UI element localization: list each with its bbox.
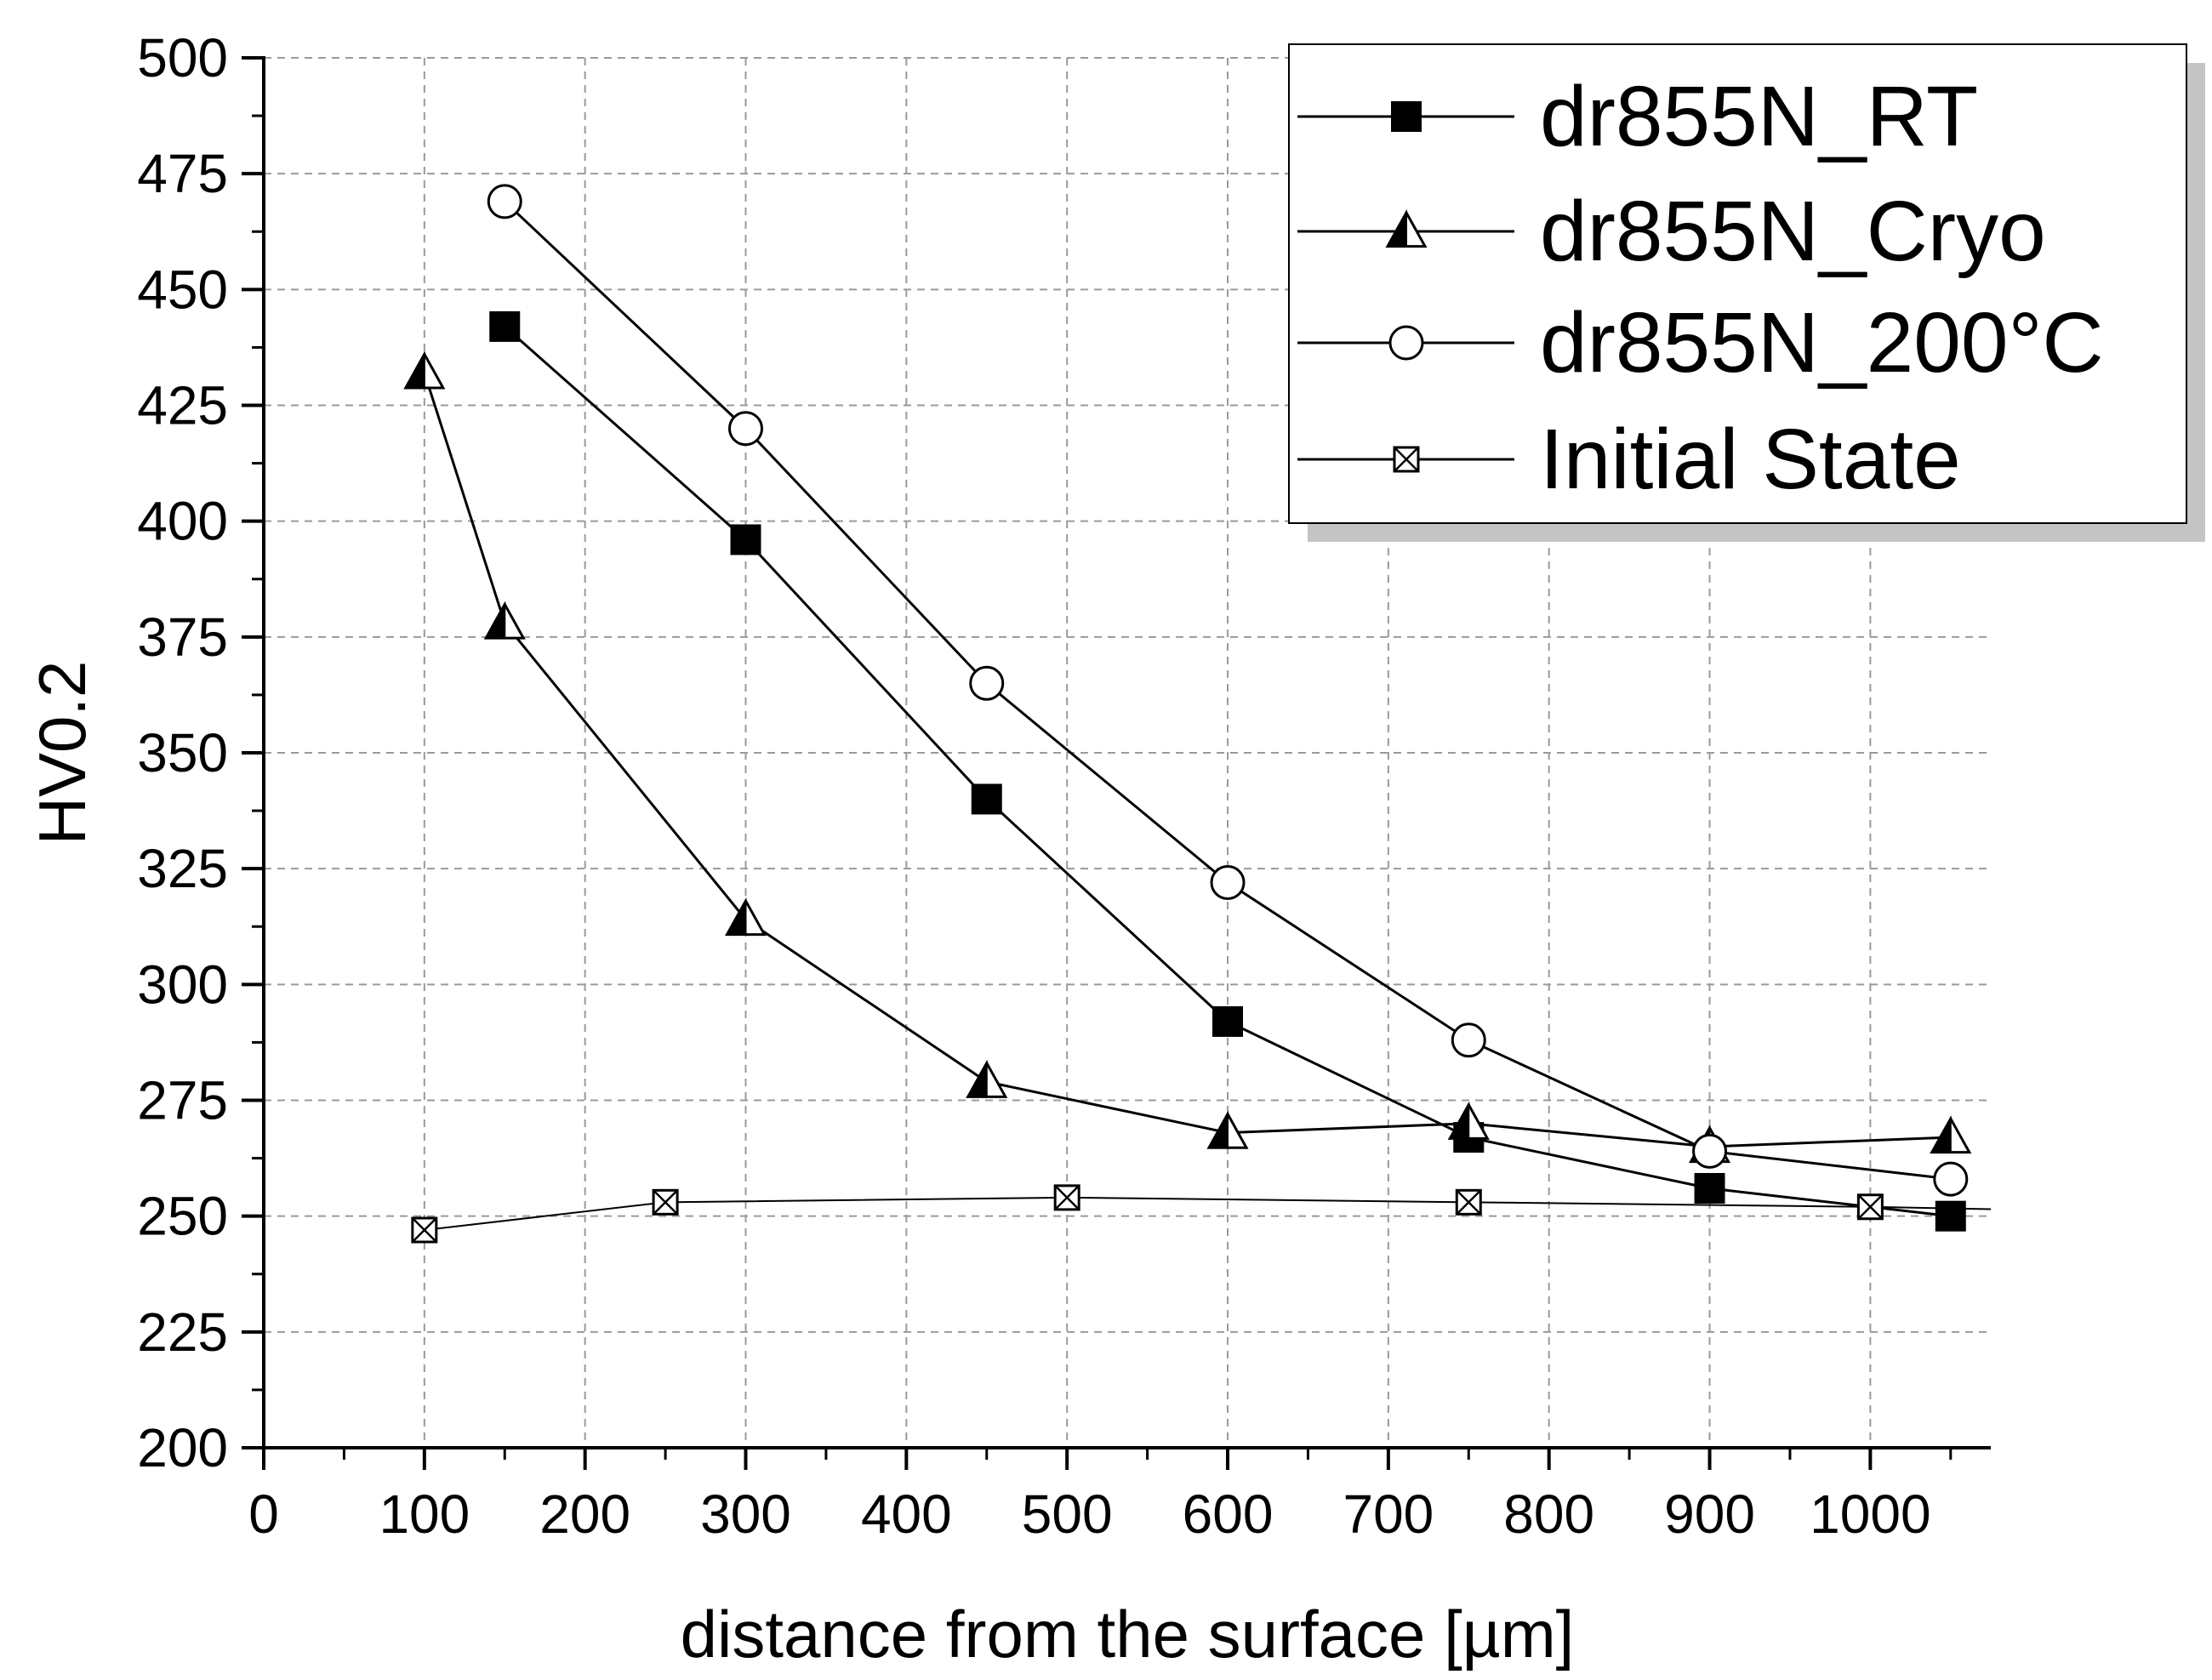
marker-cross bbox=[1394, 447, 1419, 472]
y-tick-label: 475 bbox=[137, 143, 228, 204]
legend-label: dr855N_Cryo bbox=[1540, 184, 2046, 279]
legend-label: Initial State bbox=[1540, 412, 1961, 507]
x-tick-label: 600 bbox=[1183, 1484, 1274, 1545]
x-tick-label: 200 bbox=[539, 1484, 630, 1545]
y-axis-label: HV0.2 bbox=[25, 661, 100, 846]
legend: dr855N_RT dr855N_Cryo dr855N_200°C Initial … bbox=[1288, 43, 2205, 542]
data-point bbox=[1933, 1161, 1969, 1197]
data-point bbox=[487, 184, 522, 219]
y-tick-label: 300 bbox=[137, 954, 228, 1015]
data-point bbox=[969, 665, 1005, 701]
legend-marker bbox=[1391, 101, 1422, 132]
x-tick-label: 1000 bbox=[1810, 1484, 1930, 1545]
x-tick-label: 0 bbox=[248, 1484, 279, 1545]
data-point bbox=[730, 524, 761, 555]
series-line bbox=[424, 1196, 1992, 1232]
data-point bbox=[728, 411, 764, 447]
marker-fill bbox=[1386, 209, 1407, 248]
y-tick-label: 250 bbox=[137, 1186, 228, 1247]
x-tick-label: 100 bbox=[379, 1484, 470, 1545]
legend-marker bbox=[1388, 325, 1424, 361]
x-tick-label: 400 bbox=[861, 1484, 952, 1545]
ticks: 0 100 200 300 400 500 600 700 800 900 1000 200 225 25… bbox=[137, 27, 1953, 1545]
marker-fill bbox=[404, 350, 425, 389]
y-tick-label: 400 bbox=[137, 491, 228, 552]
series-2 bbox=[487, 184, 1969, 1197]
data-point bbox=[1930, 1115, 1972, 1154]
marker-fill bbox=[1448, 1101, 1470, 1140]
marker-cross bbox=[411, 1217, 437, 1243]
series-0 bbox=[489, 310, 1966, 1232]
marker-cross bbox=[1054, 1184, 1080, 1210]
y-tick-label: 425 bbox=[137, 375, 228, 436]
marker-fill bbox=[1207, 1110, 1229, 1149]
marker-fill bbox=[484, 601, 506, 640]
y-tick-label: 500 bbox=[137, 27, 228, 88]
marker-fill bbox=[966, 1059, 988, 1098]
y-tick-label: 200 bbox=[137, 1417, 228, 1478]
data-point bbox=[483, 601, 526, 640]
data-point bbox=[1694, 1172, 1725, 1204]
data-point bbox=[1447, 1101, 1490, 1140]
data-point bbox=[1212, 1005, 1244, 1037]
series bbox=[403, 184, 1992, 1244]
marker-fill bbox=[1930, 1115, 1952, 1153]
data-point bbox=[1692, 1133, 1728, 1169]
legend-marker bbox=[1393, 446, 1420, 473]
y-tick-label: 350 bbox=[137, 722, 228, 783]
series-3 bbox=[411, 1184, 1992, 1244]
marker-cross bbox=[1857, 1193, 1884, 1220]
data-point bbox=[1455, 1188, 1482, 1216]
x-tick-label: 800 bbox=[1503, 1484, 1594, 1545]
data-point bbox=[1935, 1200, 1966, 1232]
y-tick-label: 275 bbox=[137, 1070, 228, 1131]
series-line bbox=[423, 372, 1951, 1148]
marker-cross bbox=[653, 1189, 678, 1216]
x-tick-label: 300 bbox=[700, 1484, 791, 1545]
data-point bbox=[1053, 1184, 1080, 1211]
data-point bbox=[652, 1188, 679, 1216]
x-tick-label: 700 bbox=[1343, 1484, 1434, 1545]
data-point bbox=[1856, 1193, 1884, 1221]
legend-label: dr855N_200°C bbox=[1540, 295, 2104, 390]
marker-fill bbox=[725, 897, 747, 936]
data-point bbox=[966, 1059, 1008, 1098]
data-point bbox=[1210, 865, 1246, 901]
x-axis-label: distance from the surface [µm] bbox=[681, 1597, 1575, 1671]
data-point bbox=[489, 310, 521, 342]
data-point bbox=[971, 783, 1002, 815]
y-tick-label: 375 bbox=[137, 607, 228, 668]
legend-marker bbox=[1385, 209, 1428, 248]
grid bbox=[264, 57, 1991, 1448]
y-tick-label: 225 bbox=[137, 1301, 228, 1363]
legend-box bbox=[1288, 43, 2187, 524]
data-point bbox=[724, 897, 767, 937]
x-tick-label: 900 bbox=[1664, 1484, 1755, 1545]
marker-cross bbox=[1456, 1189, 1482, 1216]
y-tick-label: 450 bbox=[137, 259, 228, 320]
data-point bbox=[1451, 1022, 1486, 1058]
legend-label: dr855N_RT bbox=[1540, 69, 1978, 164]
x-tick-label: 500 bbox=[1022, 1484, 1113, 1545]
data-point bbox=[403, 350, 446, 390]
data-point bbox=[411, 1216, 438, 1244]
data-point bbox=[1206, 1110, 1249, 1149]
y-tick-label: 325 bbox=[137, 838, 228, 899]
